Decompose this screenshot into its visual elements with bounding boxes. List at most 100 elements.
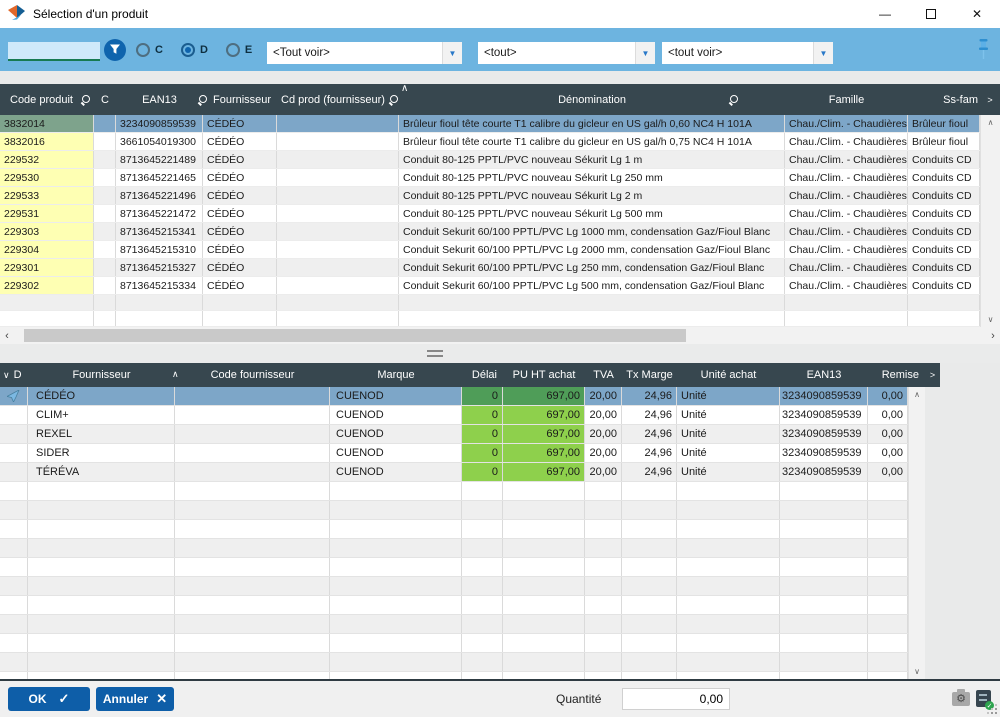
cell-fournisseur: CÉDÉO: [203, 277, 277, 294]
supplier-row[interactable]: SIDER CUENOD 0 697,00 20,00 24,96 Unité …: [0, 444, 908, 463]
empty-row[interactable]: [0, 311, 980, 327]
column-header-delai[interactable]: Délai: [471, 369, 497, 381]
chevron-down-icon[interactable]: ▼: [635, 42, 655, 64]
column-header-unite-achat[interactable]: Unité achat: [700, 369, 757, 381]
scroll-up-icon[interactable]: ∧: [914, 390, 920, 399]
empty-row[interactable]: [0, 634, 908, 653]
export-check-icon[interactable]: ✓: [976, 690, 994, 710]
cell-code-produit: 229304: [0, 241, 94, 258]
column-header-ss-fam[interactable]: Ss-fam: [943, 93, 978, 106]
scroll-down-icon[interactable]: ∨: [914, 667, 920, 676]
empty-row[interactable]: [0, 539, 908, 558]
suppliers-table: ∨ D Fournisseur Code fournisseur Marque D…: [0, 363, 1000, 679]
cell-ean13: 8713645221465: [116, 169, 203, 186]
radio-option-e[interactable]: E: [225, 43, 252, 57]
column-header-code-produit[interactable]: Code produit: [0, 84, 94, 115]
product-row[interactable]: 229301 8713645215327 CÉDÉO Conduit Sekur…: [0, 259, 980, 277]
column-header-famille[interactable]: Famille: [828, 93, 865, 106]
cell-unite-achat: Unité: [677, 406, 780, 424]
ok-button[interactable]: OK ✓: [8, 687, 90, 711]
cell-pu-ht-achat: 697,00: [503, 425, 585, 443]
empty-row[interactable]: [0, 482, 908, 501]
column-header-code-fournisseur[interactable]: Code fournisseur: [210, 369, 295, 381]
product-row[interactable]: 3832014 3234090859539 CÉDÉO Brûleur fiou…: [0, 115, 980, 133]
product-row[interactable]: 229302 8713645215334 CÉDÉO Conduit Sekur…: [0, 277, 980, 295]
supplier-row[interactable]: CÉDÉO CUENOD 0 697,00 20,00 24,96 Unité …: [0, 387, 908, 406]
filter-combo-3[interactable]: <tout voir> ▼: [662, 42, 833, 64]
column-header-remise[interactable]: Remise: [881, 369, 919, 381]
product-row[interactable]: 229533 8713645221496 CÉDÉO Conduit 80-12…: [0, 187, 980, 205]
radio-option-d[interactable]: D: [180, 43, 208, 57]
next-columns-button[interactable]: >: [925, 363, 940, 387]
column-header-ean13[interactable]: EAN13: [806, 369, 842, 381]
chevron-down-icon[interactable]: ▼: [442, 42, 462, 64]
empty-row[interactable]: [0, 615, 908, 634]
camera-settings-icon[interactable]: ⚙: [952, 689, 970, 706]
next-columns-button[interactable]: >: [980, 84, 1000, 115]
supplier-row[interactable]: CLIM+ CUENOD 0 697,00 20,00 24,96 Unité …: [0, 406, 908, 425]
products-vertical-scrollbar[interactable]: ∧ ∨: [980, 115, 1000, 327]
column-header-marque[interactable]: Marque: [377, 369, 415, 381]
product-search-input[interactable]: [8, 42, 100, 61]
empty-row[interactable]: [0, 672, 908, 679]
column-header-c[interactable]: C: [101, 93, 109, 106]
pin-button[interactable]: [976, 39, 990, 62]
supplier-row[interactable]: TÉRÉVA CUENOD 0 697,00 20,00 24,96 Unité…: [0, 463, 908, 482]
filter-combo-2[interactable]: <tout> ▼: [478, 42, 655, 64]
cell-ss-famille: Conduits CD: [908, 151, 980, 168]
close-button[interactable]: ✕: [954, 0, 1000, 28]
column-header-tva[interactable]: TVA: [593, 369, 614, 381]
cell-c: [94, 133, 116, 150]
column-header-cd-prod[interactable]: Cd prod (fournisseur): [277, 84, 399, 115]
product-row[interactable]: 3832016 3661054019300 CÉDÉO Brûleur fiou…: [0, 133, 980, 151]
panel-splitter[interactable]: [0, 344, 1000, 363]
radio-circle-icon: [225, 43, 240, 57]
product-row[interactable]: 229530 8713645221465 CÉDÉO Conduit 80-12…: [0, 169, 980, 187]
column-header-tx-marge[interactable]: Tx Marge: [626, 369, 673, 381]
search-magnifier-icon[interactable]: [197, 94, 207, 105]
products-horizontal-scrollbar[interactable]: ‹ ›: [0, 327, 1000, 344]
cell-remise: 0,00: [868, 406, 908, 424]
column-header-ean13[interactable]: EAN13: [116, 84, 207, 115]
supplier-row[interactable]: REXEL CUENOD 0 697,00 20,00 24,96 Unité …: [0, 425, 908, 444]
product-row[interactable]: 229303 8713645215341 CÉDÉO Conduit Sekur…: [0, 223, 980, 241]
product-row[interactable]: 229532 8713645221489 CÉDÉO Conduit 80-12…: [0, 151, 980, 169]
quantity-input[interactable]: [622, 688, 730, 710]
cell-denomination: Conduit Sekurit 60/100 PPTL/PVC Lg 250 m…: [399, 259, 785, 276]
column-header-fournisseur[interactable]: Fournisseur: [213, 93, 272, 106]
empty-row[interactable]: [0, 653, 908, 672]
suppliers-vertical-scrollbar[interactable]: ∧ ∨: [908, 387, 925, 679]
column-header-d[interactable]: ∨ D: [3, 369, 22, 381]
column-header-pu-ht-achat[interactable]: PU HT achat: [512, 369, 576, 381]
search-magnifier-icon[interactable]: [728, 94, 738, 105]
search-magnifier-icon[interactable]: [388, 94, 398, 105]
empty-row[interactable]: [0, 501, 908, 520]
scroll-right-icon[interactable]: ›: [991, 329, 995, 342]
filter-combo-1[interactable]: <Tout voir> ▼: [267, 42, 462, 64]
filter-button[interactable]: [104, 39, 126, 61]
radio-option-c[interactable]: C: [136, 43, 163, 57]
cell-cd-prod: [277, 169, 399, 186]
empty-row[interactable]: [0, 596, 908, 615]
column-header-denomination[interactable]: Dénomination: [399, 84, 785, 115]
column-header-fournisseur[interactable]: Fournisseur: [72, 369, 131, 381]
empty-row[interactable]: [0, 577, 908, 596]
product-row[interactable]: 229531 8713645221472 CÉDÉO Conduit 80-12…: [0, 205, 980, 223]
scroll-up-icon[interactable]: ∧: [987, 118, 994, 127]
empty-row[interactable]: [0, 520, 908, 539]
maximize-button[interactable]: [908, 0, 954, 28]
empty-row[interactable]: [0, 558, 908, 577]
empty-row[interactable]: [0, 295, 980, 311]
chevron-down-icon[interactable]: ▼: [813, 42, 833, 64]
product-row[interactable]: 229304 8713645215310 CÉDÉO Conduit Sekur…: [0, 241, 980, 259]
scroll-left-icon[interactable]: ‹: [5, 329, 9, 342]
horizontal-scroll-thumb[interactable]: [24, 329, 686, 342]
resize-grip-icon[interactable]: [987, 704, 997, 714]
scroll-down-icon[interactable]: ∨: [987, 315, 994, 324]
cancel-button[interactable]: Annuler ✕: [96, 687, 174, 711]
cell-famille: Chau./Clim. - Chaudières: [785, 169, 908, 186]
cell-c: [94, 241, 116, 258]
search-magnifier-icon[interactable]: [80, 94, 90, 105]
minimize-button[interactable]: —: [862, 0, 908, 28]
splitter-grip-icon[interactable]: [427, 350, 443, 357]
